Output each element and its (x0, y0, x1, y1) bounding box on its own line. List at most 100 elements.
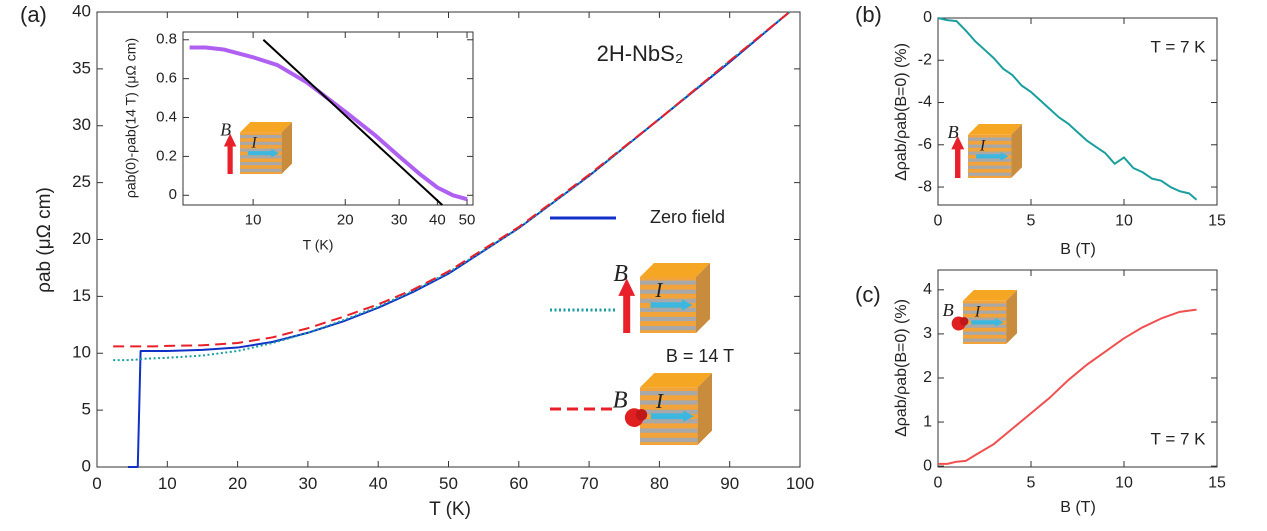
current-label: I (979, 136, 987, 154)
x-tick-label: 40 (429, 211, 446, 228)
x-tick-label: 50 (459, 211, 476, 228)
y-tick-label: 0 (82, 456, 91, 475)
cube-stripe (968, 165, 1012, 169)
cube-stripe (968, 172, 1012, 176)
y-axis-label: Δρab/ρab(B=0) (%) (893, 299, 910, 437)
cube-stripe (240, 162, 282, 166)
y-axis-label: ρab (μΩ cm) (34, 187, 55, 293)
current-label: I (655, 389, 665, 413)
cube-stripe (963, 303, 1007, 307)
cube-stripe (640, 428, 698, 433)
y-tick-label: 4 (923, 281, 932, 298)
x-tick-label: 10 (245, 211, 262, 228)
field-label: B (942, 300, 953, 320)
current-arrow-head (271, 149, 279, 158)
series-line (113, 11, 791, 362)
annotation: T = 7 K (1151, 37, 1207, 56)
cube-side (281, 122, 292, 174)
x-tick-label: 40 (369, 474, 388, 493)
cube-stripe (640, 409, 698, 415)
y-tick-label: 3 (923, 325, 932, 342)
axes-frame (182, 31, 474, 206)
current-arrow-head (683, 410, 694, 422)
x-tick-label: 5 (1027, 475, 1036, 492)
cube-top (640, 263, 710, 277)
x-tick-label: 10 (158, 474, 177, 493)
axes-frame (96, 11, 801, 468)
current-label: I (250, 134, 257, 151)
cube-stripe (968, 158, 1012, 162)
y-tick-label: 0.6 (156, 70, 177, 87)
x-tick-label: 90 (720, 474, 739, 493)
cube-side (697, 373, 712, 445)
annotation: T = 7 K (1151, 429, 1207, 448)
x-tick-label: 15 (1208, 213, 1226, 230)
y-tick-label: 20 (72, 229, 91, 248)
x-tick-label: 100 (786, 474, 814, 493)
y-tick-label: 0 (923, 457, 932, 474)
cube-stripe (968, 137, 1012, 141)
cube-stripe (963, 310, 1007, 314)
cube-stripe (240, 141, 282, 145)
x-tick-label: 70 (580, 474, 599, 493)
series-line (262, 39, 443, 206)
y-tick-label: -2 (918, 51, 932, 68)
x-tick-label: 30 (298, 474, 317, 493)
field-arrow-head (223, 133, 237, 147)
panel-label: (b) (855, 2, 882, 27)
x-tick-label: 15 (1208, 475, 1226, 492)
x-tick-label: 0 (934, 475, 943, 492)
cube-stripe (963, 338, 1007, 342)
x-tick-label: 20 (228, 474, 247, 493)
series-line (937, 17, 1198, 201)
cube-stripe (240, 148, 282, 152)
series-line (938, 308, 1197, 465)
cube-top (968, 124, 1022, 135)
field-arrow-head (618, 278, 636, 296)
cube-top (963, 290, 1017, 301)
cube-stripe (963, 317, 1007, 321)
cube-stripe (640, 307, 696, 312)
cube-stripe (640, 437, 698, 443)
field-dot (959, 317, 969, 326)
cube-side (1006, 290, 1017, 344)
field-arrow-head (951, 135, 965, 150)
axes-frame (937, 269, 1218, 468)
x-tick-label: 60 (509, 474, 528, 493)
cube-stripe (640, 419, 698, 424)
y-tick-label: 0.4 (156, 108, 177, 125)
panel-label: (c) (855, 282, 881, 307)
y-tick-label: 2 (923, 369, 932, 386)
field-label: B (613, 386, 628, 413)
current-label: I (654, 278, 663, 302)
field-arrow (227, 145, 233, 174)
y-tick-label: 25 (72, 172, 91, 191)
y-tick-label: 0 (923, 9, 932, 26)
y-tick-label: 15 (72, 286, 91, 305)
x-axis-label: B (T) (1060, 241, 1096, 258)
x-tick-label: 50 (439, 474, 458, 493)
field-label: B (947, 122, 958, 142)
cube-stripe (968, 151, 1012, 155)
x-tick-label: 10 (1115, 475, 1133, 492)
cube-top (240, 122, 292, 133)
cube-stripe (640, 316, 696, 322)
field-label: B (220, 119, 231, 139)
field-arrow (623, 294, 631, 333)
x-axis-label: T (K) (429, 499, 471, 520)
y-axis-label: ρab(0)-ρab(14 T) (μΩ cm) (123, 38, 139, 198)
y-tick-label: 40 (72, 1, 91, 20)
cube-stripe (240, 135, 282, 139)
y-axis-label: Δρab/ρab(B=0) (%) (893, 43, 910, 181)
x-tick-label: 5 (1027, 213, 1036, 230)
y-tick-label: -4 (918, 94, 932, 111)
panel-label: (a) (20, 2, 47, 27)
cube-stripe (640, 326, 696, 331)
x-axis-label: T (K) (303, 237, 334, 253)
cube-stripe (640, 400, 698, 405)
x-tick-label: 80 (650, 474, 669, 493)
annotation: 2H-NbS₂ (597, 41, 684, 66)
y-tick-label: 5 (82, 400, 91, 419)
cube-stripe (240, 155, 282, 159)
